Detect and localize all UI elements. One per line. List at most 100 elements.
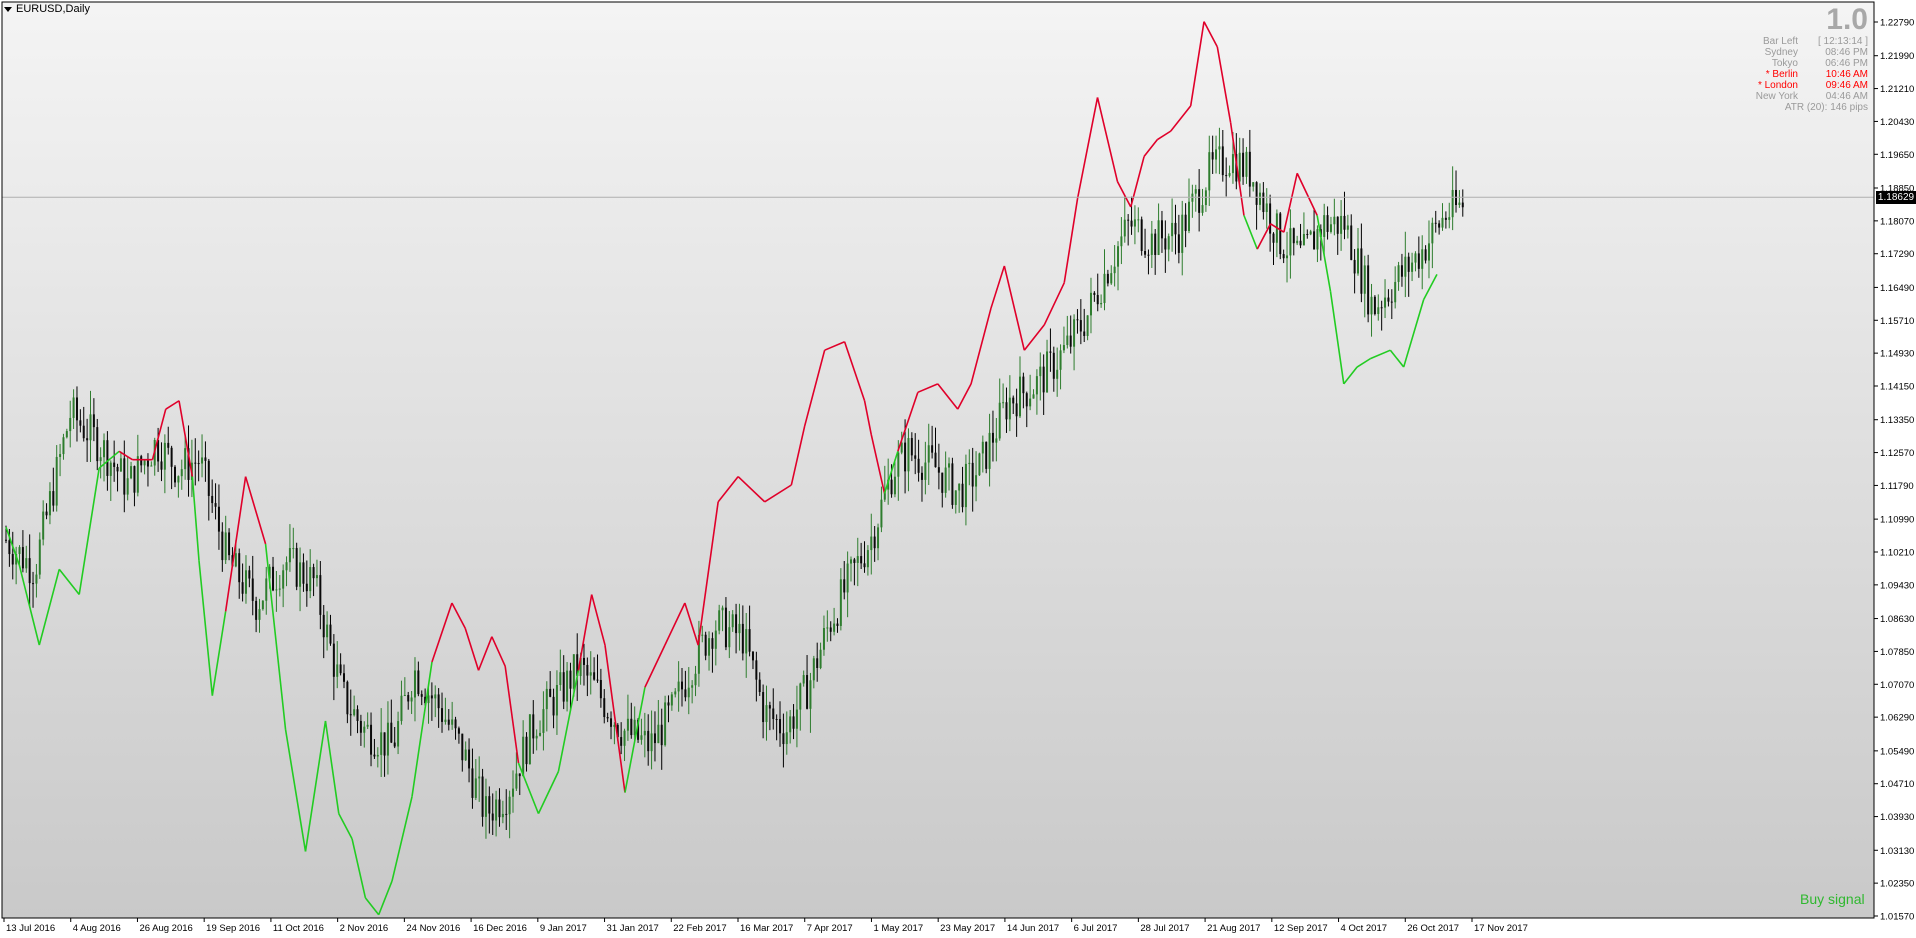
y-tick-label: 1.14930 <box>1880 349 1914 360</box>
stop-line-segment <box>790 425 806 486</box>
y-tick-label: 1.02350 <box>1880 879 1914 890</box>
stop-line-segment <box>464 628 480 671</box>
candle-body <box>457 728 460 734</box>
candle-body <box>1302 233 1305 246</box>
candle-body <box>498 799 501 818</box>
info-panel: 1.0 Bar Left [ 12:13:14 ] Sydney 08:46 P… <box>1718 4 1868 114</box>
stop-line-segment <box>764 484 792 503</box>
candle-body <box>633 719 636 736</box>
candle-body <box>1387 297 1390 302</box>
candle-body <box>890 479 893 495</box>
stop-line-segment <box>1216 46 1232 123</box>
stop-line-segment <box>1422 273 1438 301</box>
collapse-triangle-icon[interactable] <box>4 6 12 12</box>
candle-body <box>238 553 241 583</box>
stop-line-segment <box>863 400 873 435</box>
candle-body <box>495 799 498 821</box>
candle-body <box>789 716 792 733</box>
candle-body <box>251 578 254 601</box>
stop-line-segment <box>324 720 340 814</box>
candle-body <box>437 694 440 709</box>
candle-body <box>1218 146 1221 150</box>
x-tick-label: 2 Nov 2016 <box>340 923 389 934</box>
candle-body <box>528 714 531 765</box>
candle-body <box>451 719 454 725</box>
stop-line-segment <box>1316 215 1332 292</box>
candle-body <box>924 462 927 480</box>
candle-body <box>1059 350 1062 370</box>
candle-body <box>1407 256 1410 272</box>
candle-body <box>282 570 285 589</box>
candle-body <box>697 634 700 674</box>
candle-body <box>809 680 812 709</box>
candle-body <box>1360 248 1363 294</box>
y-tick-label: 1.18850 <box>1880 183 1914 194</box>
stop-line-segment <box>504 666 520 764</box>
candle-body <box>1005 402 1008 420</box>
candle-body <box>1248 151 1251 187</box>
candle-body <box>207 460 210 496</box>
stop-line-segment <box>1076 97 1099 199</box>
stop-line-layer <box>5 21 1438 916</box>
stop-line-segment <box>1096 97 1119 182</box>
candle-body <box>119 458 122 472</box>
stop-line-segment <box>684 602 699 646</box>
info-value: 09:46 AM <box>1825 80 1868 91</box>
candle-body <box>292 548 295 550</box>
candle-body <box>204 457 207 461</box>
candle-body <box>718 610 721 631</box>
stop-line-segment <box>364 897 380 916</box>
candle-body <box>762 692 765 723</box>
candle-body <box>674 691 677 695</box>
candle-body <box>106 440 109 476</box>
candle-body <box>1262 192 1265 213</box>
candle-body <box>904 442 907 472</box>
stop-line-segment <box>957 383 972 410</box>
candle-body <box>968 462 971 464</box>
candle-body <box>1367 265 1370 315</box>
candle-body <box>376 754 379 757</box>
candle-body <box>221 531 224 561</box>
candle-body <box>657 724 660 744</box>
candle-body <box>512 788 514 797</box>
candle-body <box>123 458 126 495</box>
candle-body <box>569 670 572 689</box>
candle-body <box>52 491 55 506</box>
stop-line-segment <box>377 880 393 916</box>
candle-body <box>1363 265 1366 294</box>
candle-body <box>792 716 795 729</box>
candle-body <box>836 623 839 626</box>
candle-body <box>79 420 82 426</box>
candle-body <box>1438 223 1441 228</box>
candle-body <box>515 773 518 789</box>
stop-line-segment <box>590 594 606 646</box>
y-tick-label: 1.22790 <box>1880 18 1914 29</box>
candle-body <box>758 679 761 693</box>
stop-line-segment <box>824 341 845 351</box>
candle-body <box>765 705 768 723</box>
candle-body <box>988 432 991 469</box>
candle-body <box>454 719 457 729</box>
candle-body <box>214 503 217 507</box>
candle-body <box>1177 234 1180 253</box>
stop-line-segment <box>1063 198 1079 283</box>
candle-body <box>302 562 305 584</box>
candle-body <box>1411 262 1414 272</box>
candle-body <box>89 414 92 441</box>
candle-body <box>1171 222 1174 237</box>
candle-body <box>244 570 247 594</box>
candle-body <box>1228 173 1231 176</box>
stop-line-segment <box>1343 366 1358 385</box>
candle-body <box>126 478 129 495</box>
candle-body <box>593 672 596 680</box>
candle-body <box>336 664 339 677</box>
candle-body <box>430 695 433 699</box>
candle-body <box>326 624 329 638</box>
x-tick-label: 22 Feb 2017 <box>673 923 726 934</box>
y-tick-label: 1.11790 <box>1880 481 1914 492</box>
candle-body <box>768 705 771 709</box>
candle-body <box>380 732 383 755</box>
candle-body <box>843 579 846 593</box>
